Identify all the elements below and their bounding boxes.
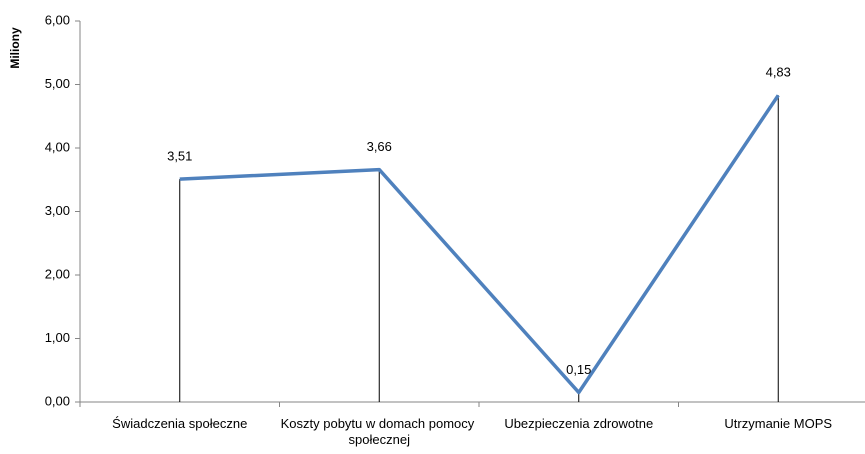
y-tick-label: 1,00 [45, 330, 70, 345]
line [179, 94, 780, 395]
data-label: 3,66 [367, 139, 392, 154]
y-tick-label: 0,00 [45, 393, 70, 408]
x-tick-label: Koszty pobytu w domach pomocy społecznej [281, 416, 478, 447]
y-axis-title: Miliony [8, 27, 22, 69]
data-label: 0,15 [566, 362, 591, 377]
y-tick-label: 6,00 [45, 12, 70, 27]
data-label: 4,83 [766, 65, 791, 80]
x-tick-label: Utrzymanie MOPS [724, 416, 832, 431]
x-tick-label: Ubezpieczenia zdrowotne [504, 416, 653, 431]
y-tick-label: 3,00 [45, 203, 70, 218]
y-tick-label: 5,00 [45, 76, 70, 91]
data-label: 3,51 [167, 149, 192, 164]
x-tick-label: Świadczenia społeczne [112, 416, 247, 431]
y-tick-label: 4,00 [45, 139, 70, 154]
y-tick-label: 2,00 [45, 266, 70, 281]
